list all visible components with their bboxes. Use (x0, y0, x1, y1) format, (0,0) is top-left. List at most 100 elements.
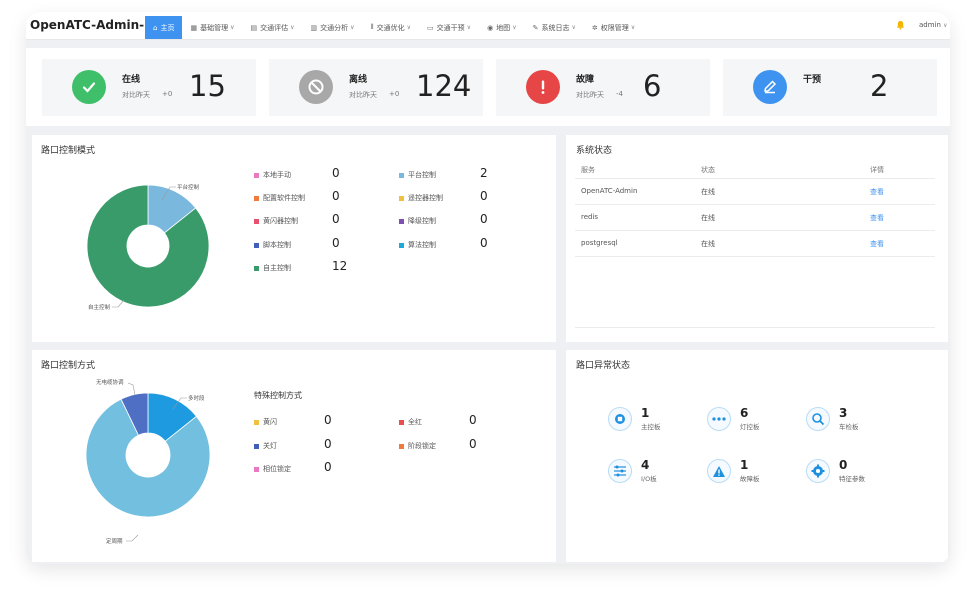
abnormal-value: 4 (641, 458, 650, 472)
pie-leader-line (172, 397, 187, 410)
chevron-down-icon: ∨ (512, 24, 517, 31)
control-method-pie-slices (85, 392, 211, 518)
nav-item-analysis[interactable]: ▥ 交通分析 ∨ (310, 23, 355, 32)
legend-value: 0 (324, 460, 332, 474)
nav-item-permission[interactable]: ✲ 权限管理 ∨ (591, 23, 636, 32)
search-car-icon (806, 407, 830, 431)
doc-icon: ▤ (250, 23, 258, 32)
legend-value: 0 (332, 212, 340, 226)
legend-swatch (399, 242, 404, 248)
nav-item-syslog[interactable]: ✎ 系统日志 ∨ (532, 23, 576, 32)
cog-icon (806, 459, 830, 483)
legend-swatch (399, 218, 404, 224)
chevron-down-icon: ∨ (571, 24, 576, 31)
bell-icon[interactable] (896, 20, 905, 30)
nav-item-home[interactable]: ⌂ 主页 (145, 16, 183, 39)
table-header-service: 服务 (581, 166, 595, 174)
pin-icon: ◉ (487, 23, 494, 32)
panel-title: 路口控制方式 (41, 361, 96, 371)
divider (575, 204, 935, 205)
table-cell-status: 在线 (701, 188, 715, 196)
pie-slice-autonomous-control[interactable] (86, 184, 210, 308)
top-navbar: OpenATC-Admin-Pro ⌂ 主页 ▦ 基础管理 ∨ ▤ 交通评估 ∨ ▥ 交通分… (26, 12, 950, 40)
stat-sub: 对比昨天 (576, 91, 604, 99)
abnormal-label: 故障板 (740, 475, 760, 483)
table-cell-service: postgresql (581, 239, 618, 247)
table-header-status: 状态 (701, 166, 715, 174)
legend-swatch (254, 195, 259, 201)
stat-intervene: 干预 2 (723, 59, 937, 116)
table-cell-service: redis (581, 213, 599, 221)
legend-value: 0 (469, 413, 477, 427)
check-icon (72, 70, 106, 104)
divider (575, 230, 935, 231)
control-mode-pie: 平台控制 自主控制 (86, 183, 210, 311)
table-header-detail: 详情 (870, 166, 884, 174)
pie-slice-cable-less-coordination[interactable] (120, 392, 149, 436)
legend-value: 0 (480, 212, 488, 226)
sliders-icon (608, 459, 632, 483)
nav-item-optimize[interactable]: ⦀ 交通优化 ∨ (370, 23, 412, 32)
legend-item: 平台控制 (399, 170, 436, 180)
pie-slice-fixed-cycle[interactable] (85, 398, 211, 518)
stat-delta: -4 (616, 90, 623, 98)
nav-item-map[interactable]: ◉ 地图 ∨ (487, 23, 517, 32)
legend-item: 黄闪 (254, 417, 277, 427)
control-mode-pie-slices (86, 184, 210, 308)
abnormal-label: 主控板 (641, 423, 661, 431)
legend-value: 0 (480, 189, 488, 203)
chip-icon (608, 407, 632, 431)
nav-item-evaluate[interactable]: ▤ 交通评估 ∨ (250, 23, 295, 32)
stat-label: 在线 (122, 75, 141, 85)
control-method-panel: 路口控制方式 多时段 无电缆协调 定周期 特殊控制方式 黄闪 0 全红 0 关灯… (32, 350, 556, 562)
warning-icon (707, 459, 731, 483)
divider (575, 327, 935, 328)
control-method-pie: 多时段 无电缆协调 定周期 (85, 378, 211, 545)
legend-item: 降级控制 (399, 216, 436, 226)
chevron-down-icon: ∨ (406, 24, 412, 31)
abnormal-label: 灯控板 (740, 423, 760, 431)
stat-value: 2 (870, 69, 889, 103)
chevron-down-icon: ∨ (290, 24, 295, 31)
abnormal-value: 1 (641, 406, 650, 420)
legend-value: 0 (332, 166, 340, 180)
stat-online: 在线 对比昨天 +0 15 (42, 59, 256, 116)
panel-title: 路口控制模式 (41, 146, 96, 156)
abnormal-status-panel: 路口异常状态 1 主控板 6 灯控板 3 车检板 4 I/O板 1 故障板 0 … (566, 350, 948, 562)
legend-swatch (254, 443, 259, 449)
table-icon: ▦ (190, 23, 198, 32)
user-menu[interactable]: admin ∨ (919, 21, 948, 29)
legend-swatch (399, 419, 404, 425)
table-cell-status: 在线 (701, 240, 715, 248)
barcode-icon: ⦀ (370, 23, 374, 31)
special-control-title: 特殊控制方式 (254, 391, 302, 400)
chevron-down-icon: ∨ (350, 24, 355, 31)
intervene-icon: ▭ (427, 23, 434, 32)
system-status-panel: 系统状态 服务 状态 详情 OpenATC-Admin 在线 查看 redis … (566, 135, 948, 342)
legend-item: 本地手动 (254, 170, 291, 180)
gear-icon: ✲ (591, 23, 598, 32)
pencil-icon (753, 70, 787, 104)
legend-item: 自主控制 (254, 263, 291, 273)
edit-icon: ✎ (532, 23, 539, 32)
pie-label-multi-period: 多时段 (188, 394, 205, 402)
view-link[interactable]: 查看 (870, 188, 884, 196)
legend-value: 12 (332, 259, 348, 273)
view-link[interactable]: 查看 (870, 214, 884, 222)
legend-value: 0 (324, 437, 332, 451)
nav-item-intervene[interactable]: ▭ 交通干预 ∨ (427, 23, 472, 32)
app-title: OpenATC-Admin-Pro (30, 18, 168, 32)
nav-item-basic[interactable]: ▦ 基础管理 ∨ (190, 23, 235, 32)
legend-item: 关灯 (254, 441, 277, 451)
divider (575, 256, 935, 257)
view-link[interactable]: 查看 (870, 240, 884, 248)
legend-value: 0 (332, 236, 340, 250)
home-icon: ⌂ (153, 23, 158, 32)
panel-title: 系统状态 (576, 146, 613, 156)
legend-value: 0 (480, 236, 488, 250)
pie-label-cable-less: 无电缆协调 (96, 378, 124, 386)
panel-title: 路口异常状态 (576, 361, 631, 371)
legend-item: 脚本控制 (254, 240, 291, 250)
legend-value: 2 (480, 166, 488, 180)
ban-icon (299, 70, 333, 104)
